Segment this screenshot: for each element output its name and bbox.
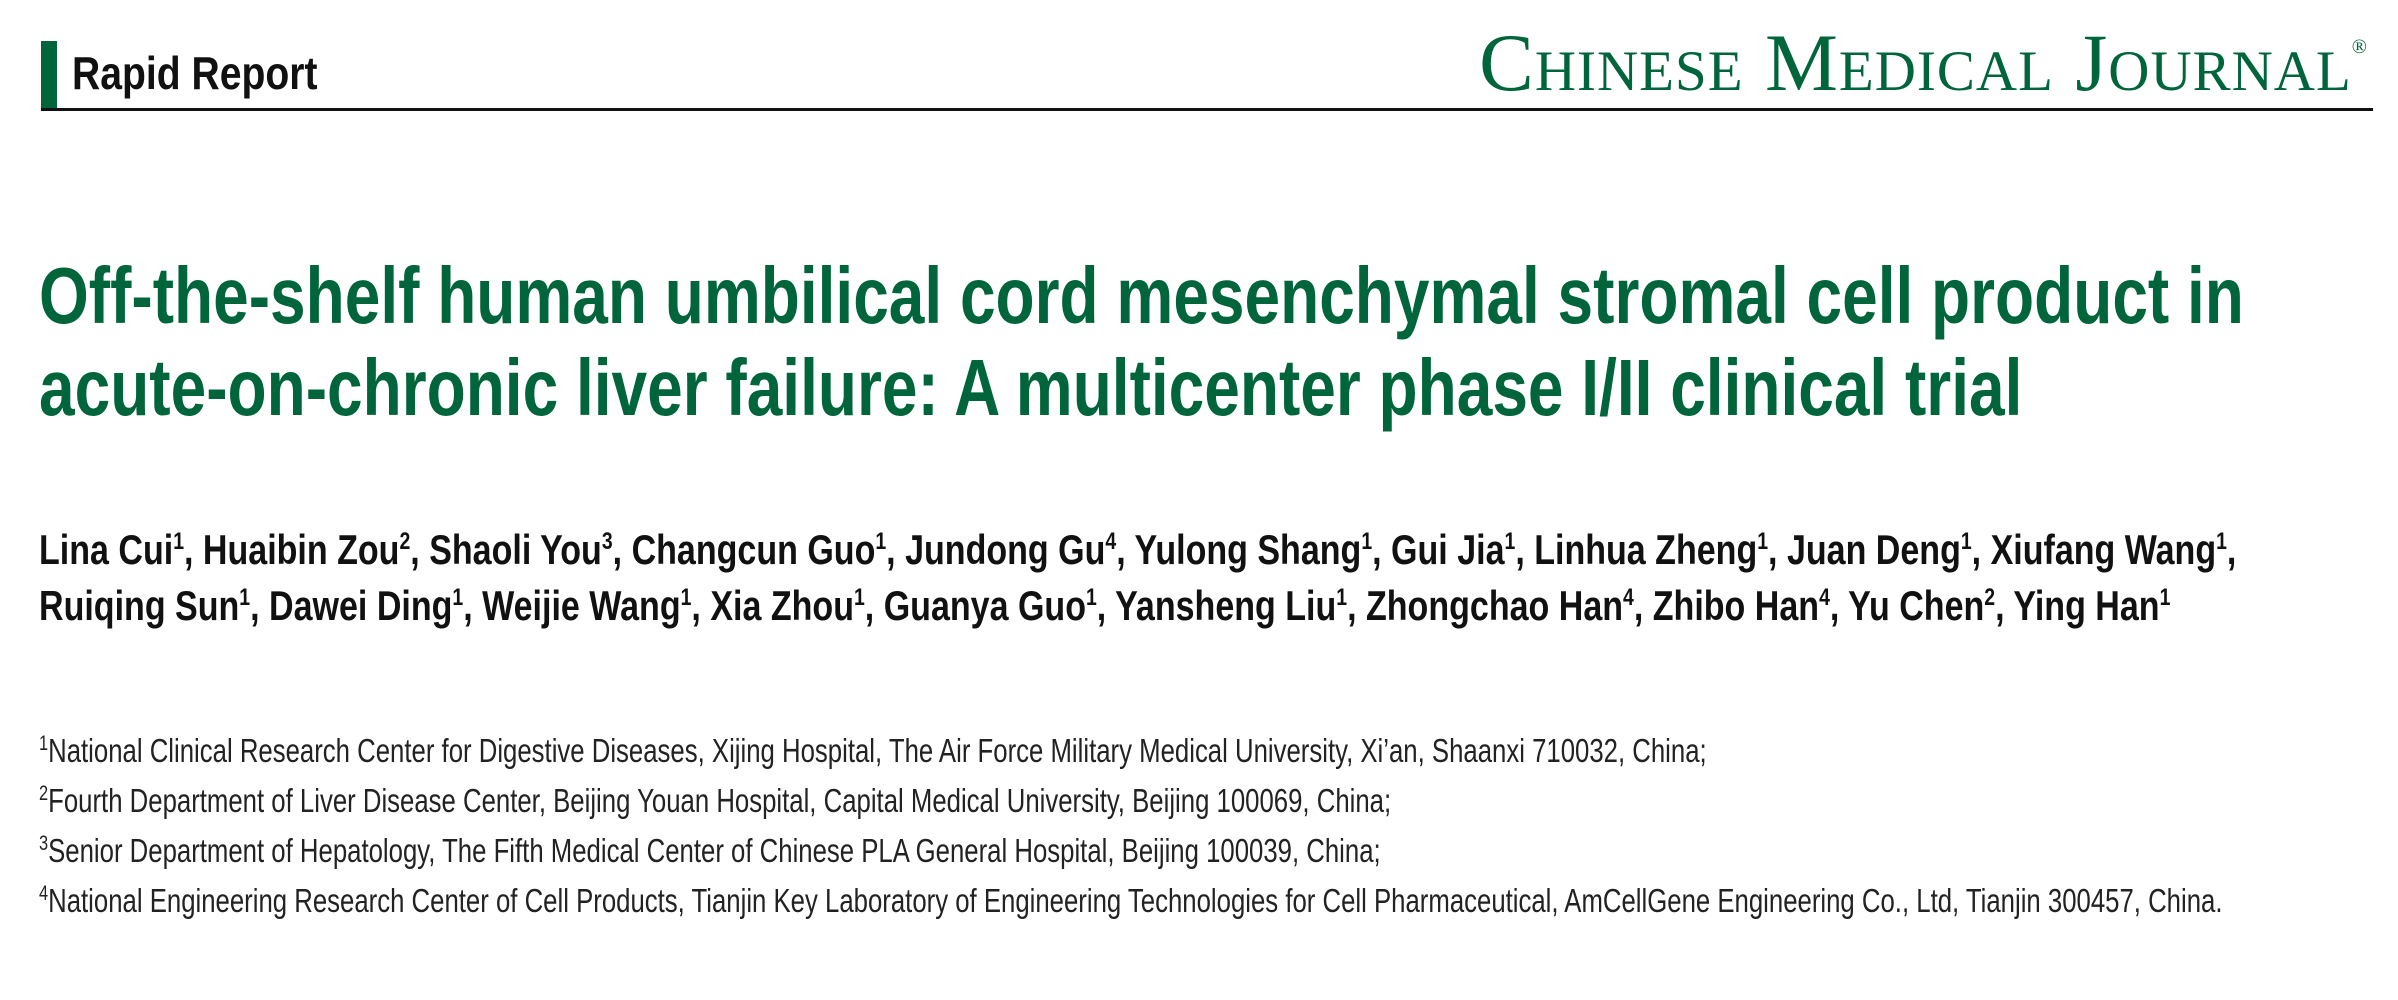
- author: Dawei Ding1: [269, 582, 482, 629]
- author-name: Xiufang Wang: [1990, 526, 2217, 573]
- affiliation-number: 3: [39, 832, 49, 855]
- author-name: Gui Jia: [1391, 526, 1505, 573]
- author: Yulong Shang1: [1135, 526, 1392, 573]
- author-affiliation: 1: [452, 584, 464, 611]
- affiliation-text: National Clinical Research Center for Di…: [48, 732, 1707, 769]
- section-bar: [41, 41, 57, 111]
- author: Lina Cui1: [39, 526, 203, 573]
- journal-mark: ®: [2351, 36, 2368, 58]
- affiliation-list: 1National Clinical Research Center for D…: [39, 726, 2309, 926]
- author: Linhua Zheng1: [1534, 526, 1787, 573]
- author-affiliation: 2: [1984, 584, 1996, 611]
- journal-name: Chinese Medical Journal®: [1479, 16, 2368, 110]
- author-name: Huaibin Zou: [202, 526, 400, 573]
- author-name: Ying Han: [2013, 582, 2160, 629]
- author-affiliation: 1: [173, 528, 185, 555]
- affiliation-text: National Engineering Research Center of …: [48, 882, 2223, 919]
- author: Juan Deng1: [1787, 526, 1991, 573]
- author-name: Dawei Ding: [269, 582, 453, 629]
- author: Huaibin Zou2: [203, 526, 429, 573]
- author-affiliation: 1: [2216, 528, 2227, 555]
- author-affiliation: 1: [1085, 584, 1097, 611]
- affiliation-text: Fourth Department of Liver Disease Cente…: [48, 782, 1392, 819]
- author: Ruiqing Sun1: [39, 582, 269, 629]
- author-affiliation: 4: [1819, 584, 1830, 611]
- author-name: Xia Zhou: [710, 582, 854, 629]
- author-affiliation: 4: [1105, 528, 1117, 555]
- affiliation-text: Senior Department of Hepatology, The Fif…: [48, 832, 1381, 869]
- author-name: Lina Cui: [39, 526, 174, 573]
- author-affiliation: 1: [1757, 528, 1769, 555]
- author-affiliation: 1: [1504, 528, 1516, 555]
- author: Shaoli You3: [429, 526, 631, 573]
- author: Yu Chen2: [1848, 582, 2013, 629]
- author-name: Yansheng Liu: [1115, 582, 1337, 629]
- article-title: Off-the-shelf human umbilical cord mesen…: [39, 251, 2244, 432]
- author-name: Ruiqing Sun: [39, 582, 240, 629]
- affiliation: 3Senior Department of Hepatology, The Fi…: [39, 826, 2309, 876]
- author-affiliation: 1: [2159, 584, 2171, 611]
- author: Jundong Gu4: [905, 526, 1134, 573]
- author-name: Changcun Guo: [631, 526, 876, 573]
- author: Ying Han1: [2013, 582, 2170, 629]
- section-label: Rapid Report: [72, 47, 318, 99]
- author-affiliation: 1: [680, 584, 692, 611]
- author-name: Jundong Gu: [905, 526, 1106, 573]
- author-name: Zhongchao Han: [1365, 582, 1624, 629]
- author-affiliation: 1: [239, 584, 251, 611]
- author-affiliation: 2: [399, 528, 411, 555]
- author-affiliation: 3: [601, 528, 613, 555]
- author-affiliation: 1: [1336, 584, 1348, 611]
- author-list: Lina Cui1 Huaibin Zou2 Shaoli You3 Chang…: [39, 522, 2315, 634]
- affiliation-number: 4: [39, 882, 49, 905]
- journal-title: Chinese Medical Journal: [1479, 17, 2352, 108]
- author: Xiufang Wang1: [1991, 526, 2237, 573]
- author-name: Yu Chen: [1848, 582, 1985, 629]
- author-name: Juan Deng: [1786, 526, 1961, 573]
- author-affiliation: 1: [1361, 528, 1373, 555]
- header-rule: [41, 108, 2373, 111]
- author-affiliation: 4: [1623, 584, 1634, 611]
- author-name: Yulong Shang: [1134, 526, 1362, 573]
- affiliation: 4National Engineering Research Center of…: [39, 876, 2309, 926]
- author-affiliation: 1: [875, 528, 887, 555]
- author: Guanya Guo1: [884, 582, 1115, 629]
- author-name: Zhibo Han: [1652, 582, 1820, 629]
- affiliation-number: 2: [39, 782, 49, 805]
- author: Xia Zhou1: [710, 582, 883, 629]
- author-name: Shaoli You: [429, 526, 602, 573]
- author: Gui Jia1: [1391, 526, 1534, 573]
- author: Zhibo Han4: [1653, 582, 1848, 629]
- affiliation: 1National Clinical Research Center for D…: [39, 726, 2309, 776]
- author-name: Linhua Zheng: [1534, 526, 1758, 573]
- author-affiliation: 1: [1960, 528, 1972, 555]
- author: Weijie Wang1: [482, 582, 710, 629]
- affiliation-number: 1: [39, 732, 49, 755]
- author-affiliation: 1: [853, 584, 865, 611]
- author-name: Guanya Guo: [883, 582, 1086, 629]
- affiliation: 2Fourth Department of Liver Disease Cent…: [39, 776, 2309, 826]
- author: Yansheng Liu1: [1115, 582, 1366, 629]
- author: Zhongchao Han4: [1366, 582, 1653, 629]
- author-name: Weijie Wang: [482, 582, 681, 629]
- author: Changcun Guo1: [632, 526, 906, 573]
